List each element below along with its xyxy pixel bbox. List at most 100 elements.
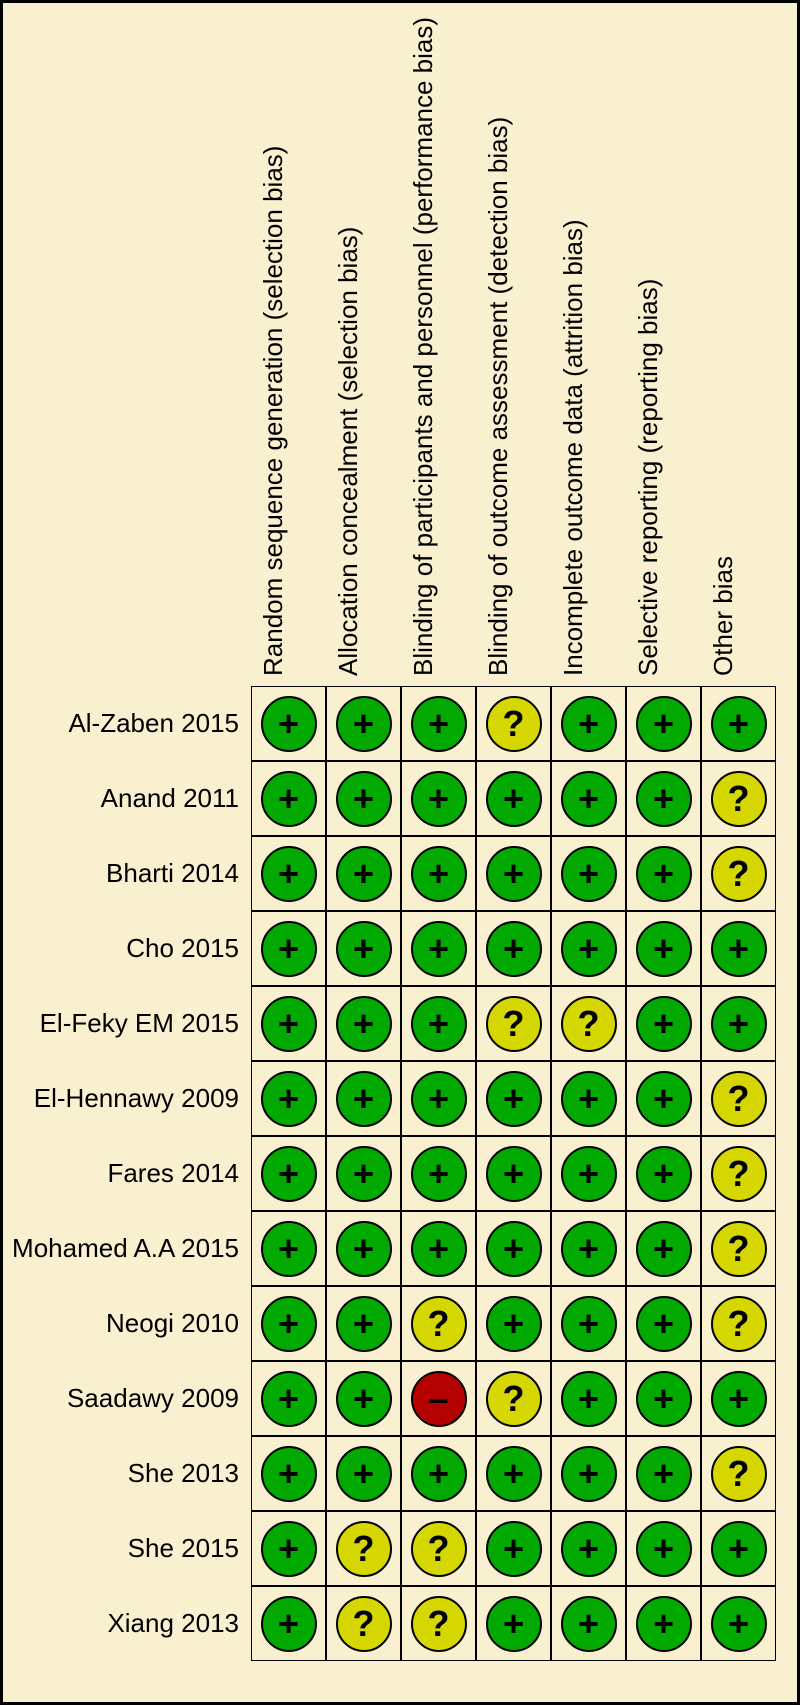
rob-cell: + [326,1136,401,1211]
rob-symbol: + [353,1156,374,1192]
rob-symbol: + [653,1531,674,1567]
row-header: She 2013 [21,1436,251,1511]
rob-dot-low: + [636,846,692,902]
rob-symbol: + [353,781,374,817]
rob-symbol: + [653,931,674,967]
rob-symbol: + [728,1606,749,1642]
column-header: Incomplete outcome data (attrition bias) [551,21,626,686]
rob-dot-low: + [261,846,317,902]
rob-dot-low: + [711,1521,767,1577]
rob-cell: + [701,686,776,761]
rob-cell: + [551,1511,626,1586]
rob-dot-low: + [336,771,392,827]
rob-dot-low: + [636,1071,692,1127]
rob-dot-low: + [261,1221,317,1277]
rob-cell: + [551,1136,626,1211]
rob-cell: + [551,1211,626,1286]
rob-dot-low: + [636,996,692,1052]
column-header-label: Incomplete outcome data (attrition bias) [558,219,589,676]
rob-dot-low: + [561,696,617,752]
grid-corner [21,21,251,686]
rob-cell: + [626,836,701,911]
rob-symbol: + [428,856,449,892]
rob-cell: + [476,836,551,911]
row-header: Saadawy 2009 [21,1361,251,1436]
rob-dot-low: + [636,696,692,752]
rob-dot-low: + [486,1596,542,1652]
rob-symbol: + [503,1231,524,1267]
rob-dot-low: + [336,1146,392,1202]
rob-dot-low: + [411,696,467,752]
rob-cell: + [251,1211,326,1286]
rob-dot-low: + [636,1521,692,1577]
rob-cell: + [326,1436,401,1511]
rob-symbol: + [578,931,599,967]
rob-cell: + [401,836,476,911]
rob-symbol: + [428,1081,449,1117]
rob-dot-low: + [711,696,767,752]
rob-symbol: + [503,1156,524,1192]
rob-cell: + [701,1511,776,1586]
rob-dot-low: + [336,1371,392,1427]
rob-symbol: ? [578,1006,600,1042]
rob-cell: + [551,1061,626,1136]
rob-symbol: + [728,1006,749,1042]
rob-cell: ? [326,1511,401,1586]
rob-cell: ? [701,1136,776,1211]
row-header: Xiang 2013 [21,1586,251,1661]
rob-symbol: + [278,1306,299,1342]
rob-dot-low: + [486,1221,542,1277]
rob-dot-low: + [261,996,317,1052]
rob-cell: + [401,986,476,1061]
rob-dot-low: + [336,1296,392,1352]
rob-symbol: + [578,1456,599,1492]
rob-cell: + [251,911,326,986]
rob-cell: + [626,1211,701,1286]
rob-dot-low: + [561,1596,617,1652]
rob-dot-low: + [636,1371,692,1427]
rob-symbol: + [428,1156,449,1192]
rob-symbol: + [578,706,599,742]
rob-dot-low: + [411,1071,467,1127]
rob-symbol: ? [353,1531,375,1567]
rob-dot-unclear: ? [336,1596,392,1652]
rob-symbol: + [428,706,449,742]
rob-dot-unclear: ? [411,1521,467,1577]
rob-cell: + [251,1136,326,1211]
column-header: Other bias [701,21,776,686]
rob-dot-unclear: ? [711,1221,767,1277]
rob-cell: + [326,686,401,761]
rob-cell: + [401,911,476,986]
rob-symbol: + [578,1081,599,1117]
rob-symbol: + [578,1306,599,1342]
row-header: Cho 2015 [21,911,251,986]
rob-symbol: ? [503,1006,525,1042]
rob-symbol: + [503,1306,524,1342]
rob-dot-low: + [561,1071,617,1127]
rob-symbol: ? [728,1156,750,1192]
rob-dot-low: + [561,1446,617,1502]
row-header: El-Feky EM 2015 [21,986,251,1061]
rob-cell: ? [701,836,776,911]
rob-cell: ? [401,1511,476,1586]
rob-dot-low: + [486,1296,542,1352]
rob-cell: + [626,1136,701,1211]
rob-cell: + [476,1436,551,1511]
rob-dot-low: + [561,1146,617,1202]
rob-symbol: + [578,781,599,817]
rob-cell: + [326,761,401,836]
rob-cell: ? [551,986,626,1061]
rob-symbol: + [728,1531,749,1567]
rob-cell: + [626,1436,701,1511]
rob-cell: + [551,1361,626,1436]
rob-cell: + [251,836,326,911]
rob-dot-low: + [261,1146,317,1202]
rob-symbol: + [278,1606,299,1642]
column-header-label: Blinding of outcome assessment (detectio… [483,117,514,676]
rob-cell: ? [701,1061,776,1136]
rob-dot-low: + [486,1146,542,1202]
rob-dot-low: + [411,921,467,977]
column-header-label: Blinding of participants and personnel (… [408,17,439,676]
rob-cell: + [551,761,626,836]
rob-cell: + [401,1136,476,1211]
